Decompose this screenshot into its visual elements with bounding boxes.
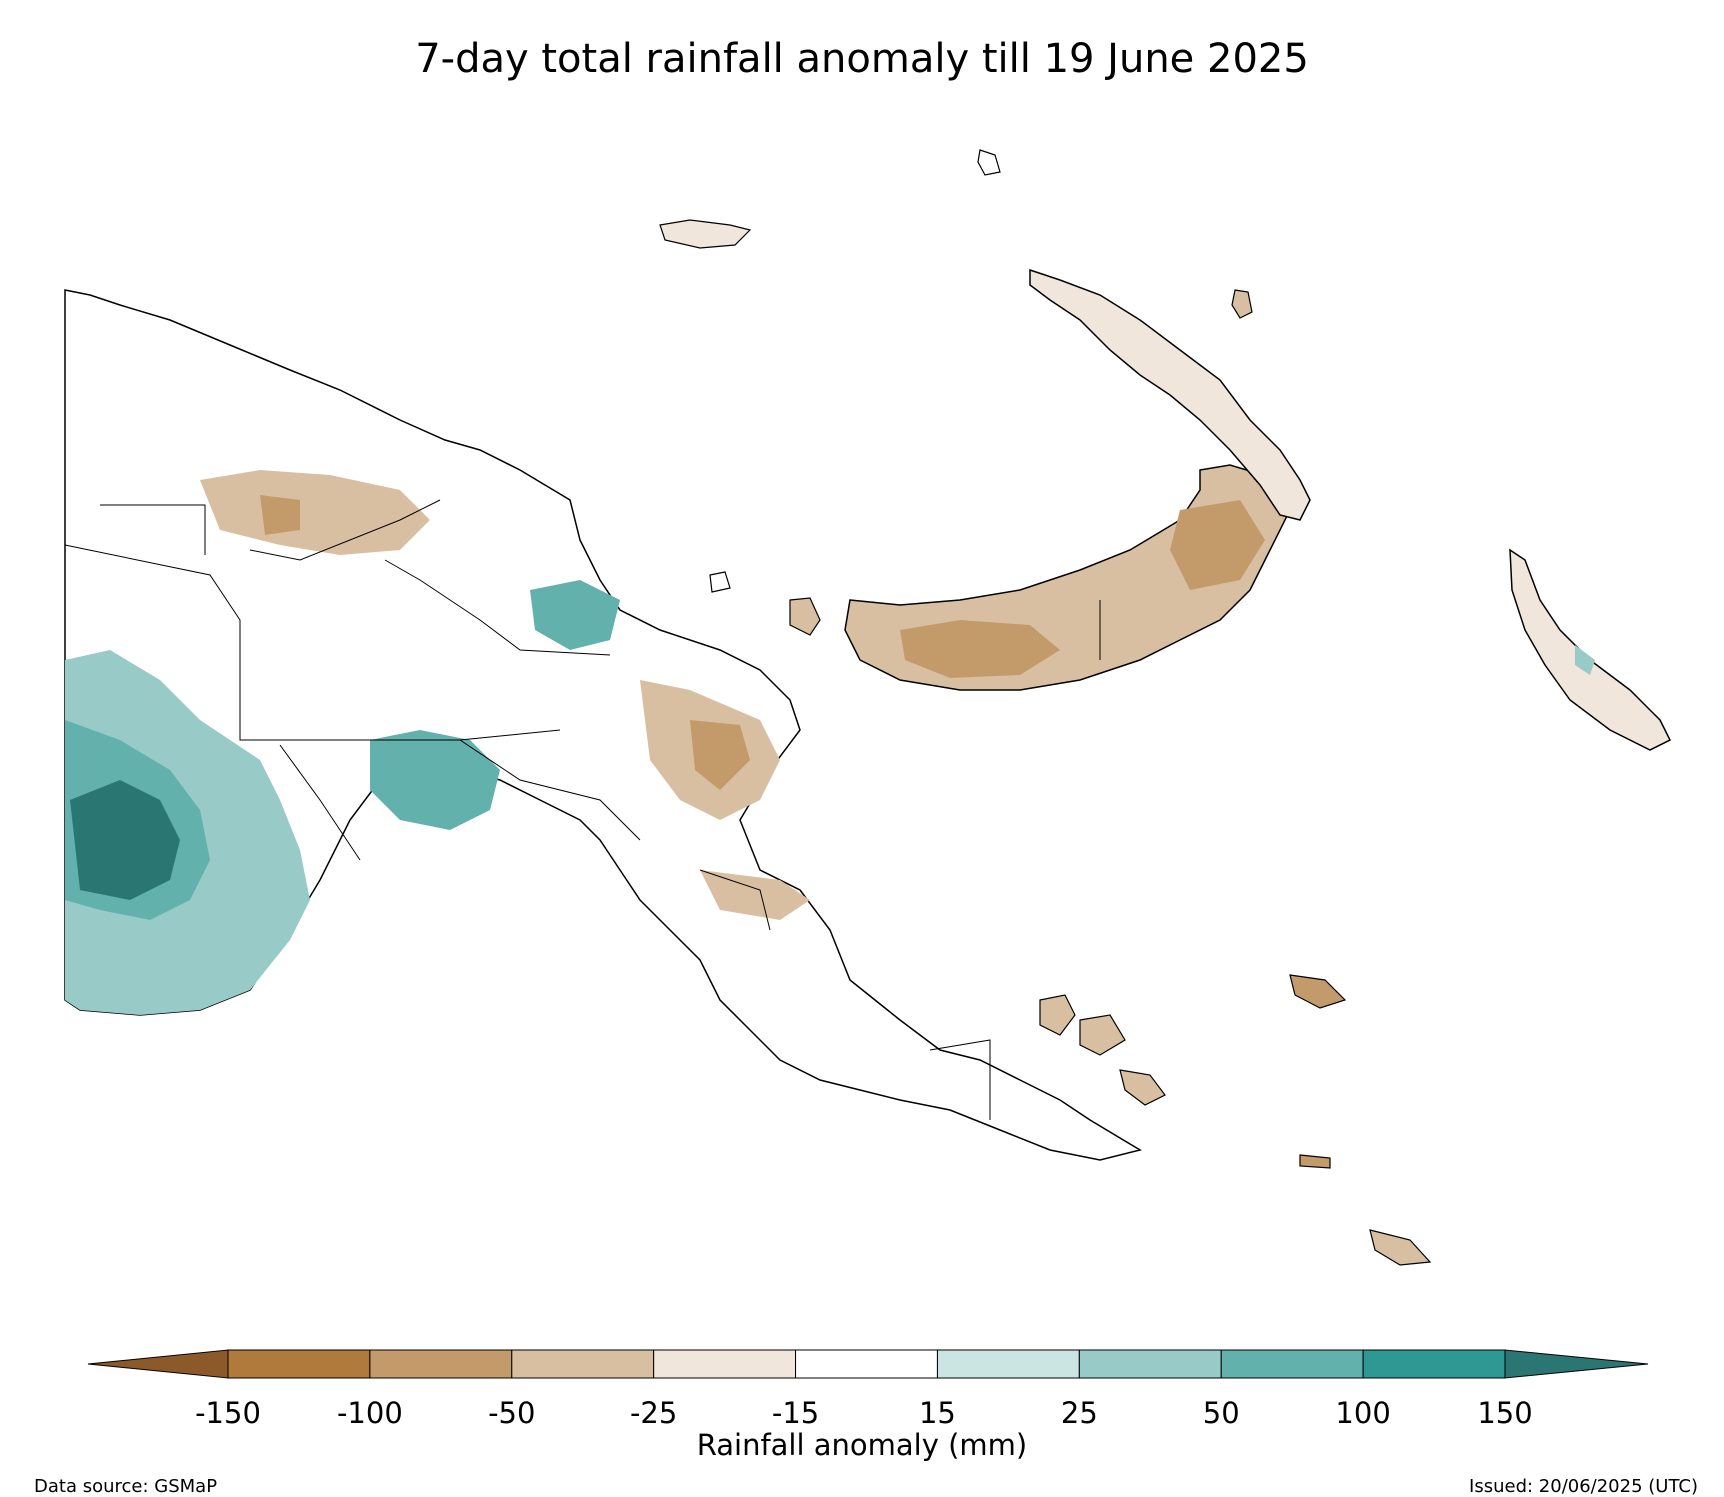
province-boundaries [64, 499, 1101, 1120]
boundary-line [249, 499, 441, 561]
island-normanby [1119, 1069, 1166, 1106]
bougainville-outline [1509, 548, 1672, 751]
island-long [709, 571, 731, 593]
colorbar-bin [936, 1349, 1080, 1379]
colorbar-bin [511, 1349, 655, 1379]
colorbar-tick-label: 50 [1202, 1396, 1240, 1430]
new-ireland-outline [1029, 268, 1311, 521]
colorbar-tick-label: 15 [918, 1396, 956, 1430]
colorbar-tick-label: 150 [1477, 1396, 1533, 1430]
issued-date: Issued: 20/06/2025 (UTC) [1469, 1476, 1698, 1497]
dry-anomaly-area-2 [260, 495, 300, 535]
island-rossel [1369, 1229, 1432, 1266]
colorbar-extend-high [1504, 1349, 1649, 1379]
dry-anomaly-area-1 [200, 470, 430, 555]
boundary-line [279, 744, 361, 861]
wet-anomaly-area-5 [530, 580, 620, 650]
new-britain-dry-core-2 [1170, 500, 1265, 590]
boundary-line [929, 1039, 991, 1120]
boundary-line [64, 544, 561, 741]
island-trobriand [1289, 974, 1347, 1009]
colorbar [87, 1349, 1649, 1379]
colorbar-bin [1220, 1349, 1364, 1379]
dry-anomaly-area-4 [690, 720, 750, 790]
new-britain [844, 464, 1291, 691]
map-title: 7-day total rainfall anomaly till 19 Jun… [415, 36, 1309, 82]
colorbar-tick-label: -100 [336, 1396, 403, 1430]
dry-anomaly-area-5 [700, 870, 810, 920]
data-source: Data source: GSMaP [34, 1476, 218, 1497]
island-woodlark [1299, 1154, 1331, 1169]
colorbar-tick-label: -150 [195, 1396, 261, 1430]
island-goodenough [1039, 994, 1076, 1036]
boundary-line [699, 869, 771, 931]
new-britain-dry-core-1 [900, 620, 1060, 678]
boundary-line [459, 739, 641, 841]
boundary-line [384, 559, 611, 656]
colorbar-tick-label: 25 [1060, 1396, 1098, 1430]
colorbar-tick-label: 100 [1335, 1396, 1391, 1430]
island-karkar [789, 597, 821, 636]
colorbar-extend-low [87, 1349, 229, 1379]
colorbar-bin [369, 1349, 513, 1379]
colorbar-title: Rainfall anomaly (mm) [696, 1428, 1028, 1462]
colorbar-bin [795, 1349, 938, 1379]
island-lihir [1231, 289, 1253, 319]
colorbar-bin [653, 1349, 797, 1379]
colorbar-tick-label: -50 [488, 1396, 536, 1430]
colorbar-tick-label: -15 [771, 1396, 820, 1430]
colorbar-bin [1078, 1349, 1222, 1379]
wet-anomaly-area-3 [70, 780, 180, 900]
mainland-outline [64, 289, 1142, 1161]
island-emirau [977, 149, 1001, 176]
bougainville-wet [1575, 645, 1595, 675]
wet-anomaly-area-4 [370, 730, 500, 830]
bougainville [1509, 548, 1672, 751]
new-ireland [1029, 268, 1311, 521]
colorbar-bin [227, 1349, 371, 1379]
colorbar-tick-label: -25 [629, 1396, 678, 1430]
mainland [64, 289, 1142, 1161]
island-fergusson [1079, 1014, 1126, 1056]
boundary-line [100, 504, 206, 555]
colorbar-bin [1362, 1349, 1506, 1379]
manus-island [659, 219, 752, 249]
